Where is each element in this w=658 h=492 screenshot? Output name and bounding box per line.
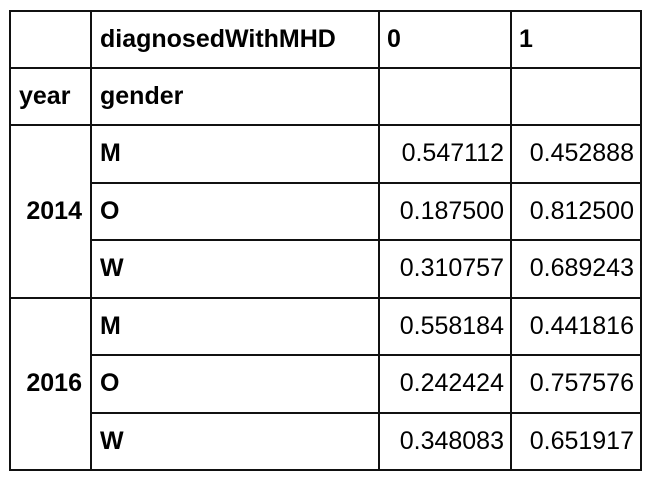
table-row: 2014 M 0.547112 0.452888 [9,124,642,299]
column-header-row: diagnosedWithMHD 0 1 [9,10,642,69]
value-cell: 0.242424 [378,354,512,414]
gender-label: O [90,181,380,241]
empty-header-cell [378,67,512,126]
year-label-2014: 2014 [9,124,92,299]
value-cell: 0.812500 [510,181,642,241]
value-cell: 0.558184 [378,296,512,356]
table-row: O 0.187500 0.812500 [10,181,642,241]
table-body: 2014 M 0.547112 0.452888 O 0.187500 0.81… [9,124,642,471]
value-cell: 0.757576 [510,354,642,414]
value-cell: 0.547112 [378,124,512,184]
table-row: 2016 M 0.558184 0.441816 [9,296,642,471]
table-row: O 0.242424 0.757576 [10,354,642,414]
gender-label: O [90,354,380,414]
value-cell: 0.187500 [378,181,512,241]
dataframe-table: diagnosedWithMHD 0 1 year gender 2014 M … [9,10,642,471]
value-cell: 0.651917 [510,411,642,471]
index-name-year: year [9,67,92,126]
value-cell: 0.348083 [378,411,512,471]
column-header-0: 0 [378,10,512,69]
gender-label: W [90,239,380,299]
value-cell: 0.441816 [510,296,642,356]
column-header-1: 1 [510,10,642,69]
index-name-gender: gender [90,67,380,126]
gender-label: M [90,124,380,184]
gender-label: W [90,411,380,471]
table-row: W 0.348083 0.651917 [10,411,642,471]
value-cell: 0.689243 [510,239,642,299]
empty-header-cell [510,67,642,126]
year-label-2016: 2016 [9,296,92,471]
table-header: diagnosedWithMHD 0 1 year gender [9,10,642,126]
table-row: W 0.310757 0.689243 [10,239,642,299]
index-names-row: year gender [9,67,642,126]
value-cell: 0.452888 [510,124,642,184]
column-index-name: diagnosedWithMHD [90,10,380,69]
corner-cell [9,10,92,69]
gender-label: M [90,296,380,356]
value-cell: 0.310757 [378,239,512,299]
